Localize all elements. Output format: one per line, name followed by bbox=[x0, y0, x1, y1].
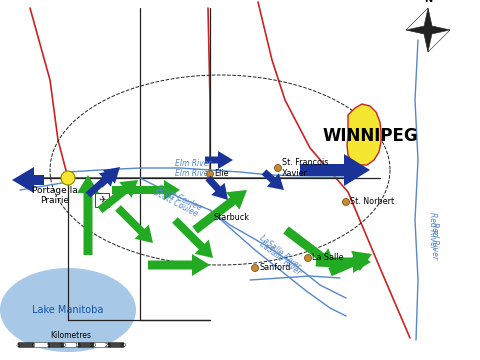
FancyArrow shape bbox=[328, 251, 372, 276]
Circle shape bbox=[275, 165, 281, 171]
FancyArrow shape bbox=[85, 170, 116, 198]
Circle shape bbox=[206, 171, 214, 177]
Bar bbox=[95, 193, 109, 207]
Text: Elie: Elie bbox=[214, 170, 228, 179]
Text: St. Francois
Xavier: St. Francois Xavier bbox=[282, 158, 328, 178]
Bar bbox=[18, 342, 33, 347]
Text: ✈: ✈ bbox=[98, 195, 106, 205]
Polygon shape bbox=[347, 104, 381, 165]
Polygon shape bbox=[406, 8, 450, 52]
Text: Lake Manitoba: Lake Manitoba bbox=[32, 305, 104, 315]
FancyArrow shape bbox=[300, 154, 370, 186]
Text: 5: 5 bbox=[46, 343, 50, 348]
Text: Elm River: Elm River bbox=[175, 158, 212, 167]
Text: LaSalle River: LaSalle River bbox=[258, 239, 302, 277]
FancyArrow shape bbox=[77, 175, 99, 255]
Text: LaSalle River: LaSalle River bbox=[258, 233, 302, 271]
FancyArrow shape bbox=[112, 180, 180, 200]
FancyArrow shape bbox=[205, 151, 233, 169]
Text: Sanford: Sanford bbox=[259, 264, 290, 273]
FancyArrow shape bbox=[283, 226, 336, 268]
FancyArrow shape bbox=[192, 190, 247, 234]
Bar bbox=[78, 342, 93, 347]
Text: -5: -5 bbox=[15, 343, 21, 348]
FancyArrow shape bbox=[115, 205, 153, 243]
FancyArrow shape bbox=[97, 180, 138, 213]
Ellipse shape bbox=[0, 268, 136, 352]
FancyArrow shape bbox=[97, 167, 120, 188]
Text: Red River: Red River bbox=[430, 221, 439, 258]
Text: Kilometres: Kilometres bbox=[50, 331, 91, 340]
Circle shape bbox=[61, 171, 75, 185]
Text: 10: 10 bbox=[60, 343, 67, 348]
FancyArrow shape bbox=[12, 167, 44, 193]
Text: St. Norbert: St. Norbert bbox=[350, 198, 394, 207]
Polygon shape bbox=[428, 30, 450, 52]
Bar bbox=[93, 342, 108, 347]
FancyArrow shape bbox=[262, 170, 284, 190]
Text: Elm River: Elm River bbox=[175, 168, 212, 177]
Bar bbox=[48, 342, 63, 347]
Text: La Salle: La Salle bbox=[312, 253, 344, 262]
Polygon shape bbox=[406, 8, 428, 30]
Bar bbox=[33, 342, 48, 347]
Circle shape bbox=[343, 198, 349, 206]
Text: N: N bbox=[424, 0, 432, 4]
FancyArrow shape bbox=[172, 217, 213, 258]
Text: Starbuck: Starbuck bbox=[214, 213, 250, 222]
Circle shape bbox=[252, 265, 259, 271]
FancyArrow shape bbox=[205, 176, 228, 200]
Text: 0: 0 bbox=[31, 343, 35, 348]
Text: 25: 25 bbox=[105, 343, 111, 348]
Bar bbox=[63, 342, 78, 347]
Bar bbox=[108, 342, 123, 347]
Text: Red River: Red River bbox=[428, 211, 436, 248]
Circle shape bbox=[304, 255, 312, 261]
Text: Scott Coulee: Scott Coulee bbox=[152, 188, 199, 219]
Text: Scott Coulee: Scott Coulee bbox=[155, 184, 203, 212]
FancyArrow shape bbox=[316, 251, 371, 273]
Text: 30: 30 bbox=[120, 343, 127, 348]
Text: 20: 20 bbox=[89, 343, 96, 348]
Text: Portage la
Prairie: Portage la Prairie bbox=[32, 186, 78, 206]
FancyArrow shape bbox=[148, 254, 210, 276]
Circle shape bbox=[206, 215, 214, 221]
Text: WINNIPEG: WINNIPEG bbox=[322, 127, 418, 145]
Text: 15: 15 bbox=[74, 343, 82, 348]
